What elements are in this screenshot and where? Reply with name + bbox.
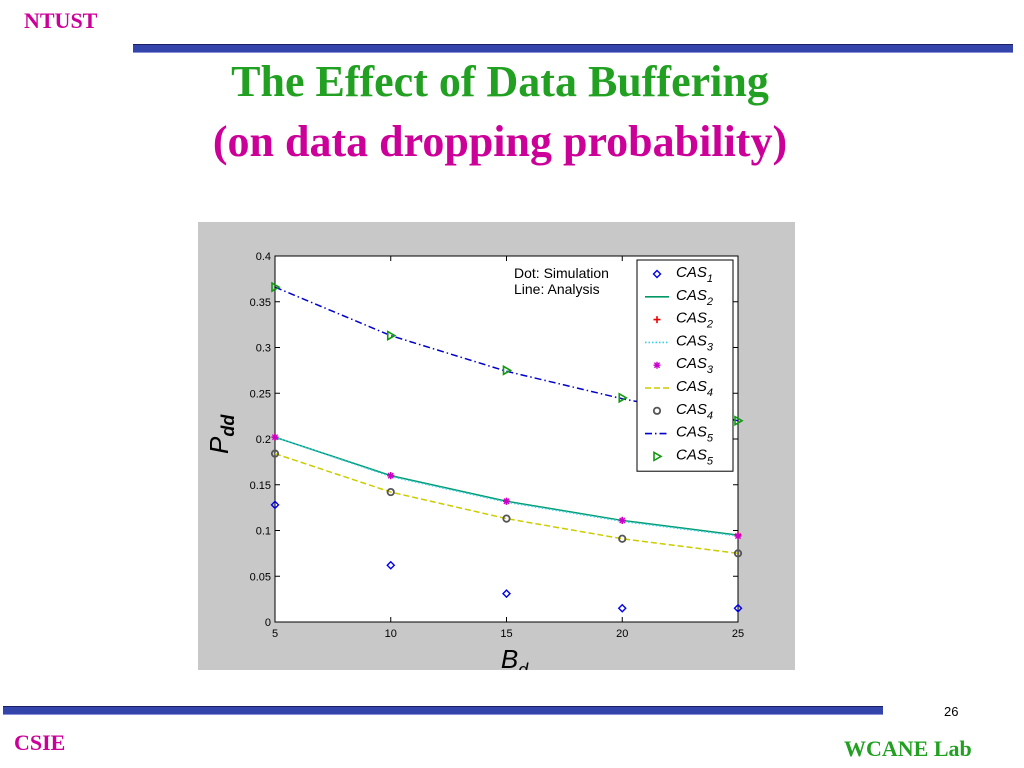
y-tick-label: 0.1 (256, 526, 271, 538)
annotation-line: Dot: Simulation (514, 265, 609, 281)
series-line-cas5 (274, 286, 739, 422)
y-tick-label: 0.35 (250, 297, 271, 309)
legend-box (636, 259, 734, 472)
series-line-cas3 (274, 436, 739, 537)
y-tick-label: 0.15 (250, 480, 271, 492)
x-tick-label: 25 (732, 628, 744, 640)
data-point-cas4-circle (386, 487, 395, 497)
data-point-cas3-star (271, 433, 279, 441)
data-point-cas1-diamond (733, 603, 743, 613)
series-line-cas4 (274, 452, 739, 555)
legend-marker-swatch (652, 406, 662, 415)
legend-label: CAS1 (676, 264, 713, 285)
x-tick-label: 15 (500, 628, 512, 640)
data-point-cas1-diamond (386, 560, 396, 570)
legend-label: CAS4 (676, 378, 713, 399)
data-point-cas3-star (503, 497, 510, 505)
data-point-cas4-circle (733, 549, 743, 558)
data-point-cas4-circle (618, 534, 627, 543)
y-axis-label: Pdd (204, 414, 238, 454)
data-point-cas3-star (734, 532, 742, 540)
data-point-cas5-triangle-right (734, 415, 744, 427)
legend-label: CAS2 (676, 310, 713, 331)
data-point-cas1-diamond (617, 603, 627, 613)
legend-label: CAS3 (676, 332, 714, 353)
data-point-cas4-circle (502, 514, 511, 523)
y-tick-label: 0 (265, 617, 271, 629)
data-point-cas3-star (618, 516, 626, 524)
data-point-cas3-star (387, 472, 395, 480)
data-point-cas1-diamond (270, 500, 280, 510)
header-divider-bar (133, 44, 1013, 53)
data-point-cas5-triangle-right (271, 281, 281, 293)
org-label-bottom-left: CSIE (14, 730, 66, 755)
chart-panel: 0 0.05 0.1 0.15 0.2 0.25 0.3 0.35 0.4 5 10 15 20 25 Pd… (198, 222, 795, 670)
slide-title: The Effect of Data Buffering (231, 57, 769, 106)
y-tick-label: 0.3 (256, 343, 271, 355)
y-tick-label: 0.25 (250, 388, 271, 400)
legend-marker-swatch (653, 316, 661, 324)
footer-divider-bar (3, 706, 883, 715)
annotation-line: Line: Analysis (514, 281, 600, 297)
data-point-cas5-triangle-right (386, 330, 397, 341)
data-point-cas5-triangle-right (502, 364, 513, 376)
org-label-top: NTUST (24, 8, 98, 33)
data-point-cas5-triangle-right (618, 392, 628, 404)
legend-marker-swatch (653, 361, 661, 369)
legend-marker-swatch (652, 269, 662, 279)
legend-label: CAS3 (676, 355, 714, 376)
slide-subtitle: (on data dropping probability) (212, 117, 788, 166)
org-label-bottom-right: WCANE Lab (844, 736, 972, 761)
y-tick-label: 0.2 (256, 434, 271, 446)
y-tick-label: 0.05 (250, 571, 271, 583)
legend-marker-swatch (653, 451, 663, 462)
page-number: 26 (944, 704, 959, 719)
x-tick-label: 20 (616, 628, 628, 640)
x-tick-label: 5 (272, 628, 278, 640)
legend-label: CAS4 (676, 401, 713, 422)
chart-svg: 0 0.05 0.1 0.15 0.2 0.25 0.3 0.35 0.4 5 10 15 20 25 Pd… (204, 251, 744, 670)
data-point-cas1-diamond (502, 589, 511, 599)
data-point-cas4-circle (270, 449, 280, 458)
x-axis-label: Bd (501, 644, 529, 670)
legend-label: CAS5 (676, 446, 714, 467)
x-tick-label: 10 (385, 628, 397, 640)
legend-label: CAS5 (676, 424, 714, 445)
y-tick-label: 0.4 (256, 251, 271, 263)
legend-label: CAS2 (676, 287, 713, 308)
